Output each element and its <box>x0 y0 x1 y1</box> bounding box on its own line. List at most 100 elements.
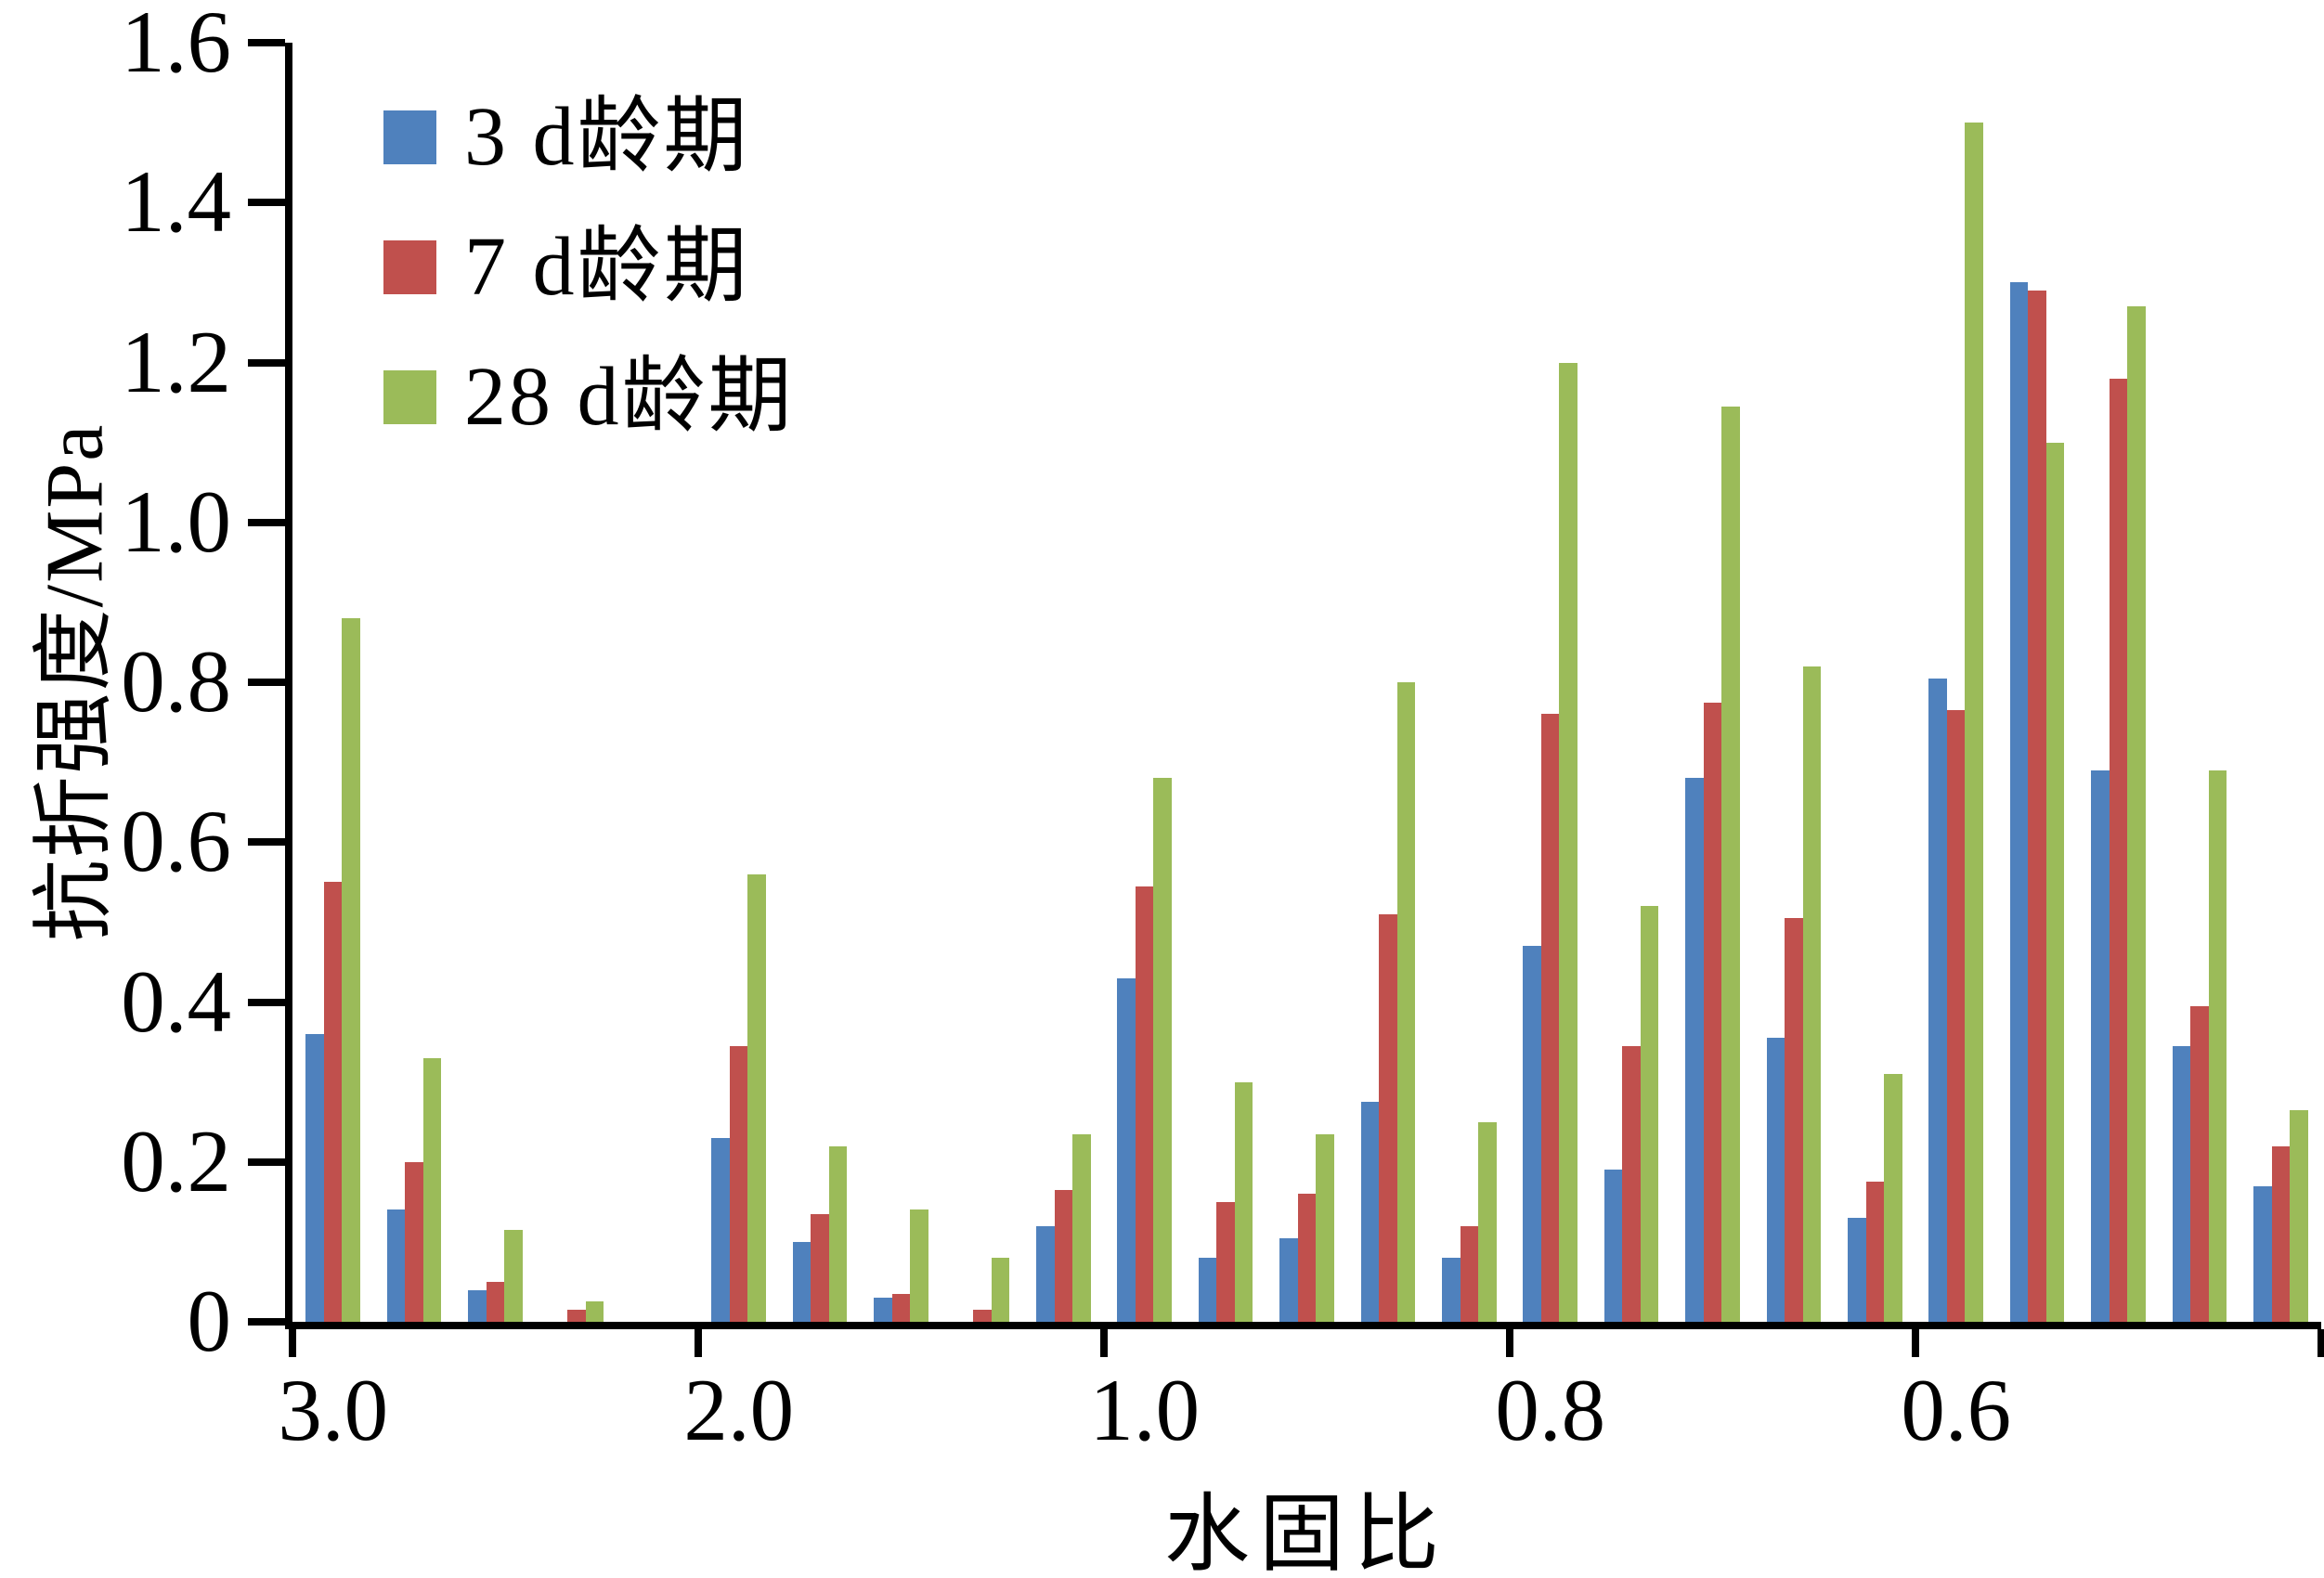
bar-28 d龄期-slot3 <box>504 1229 523 1322</box>
bar-7 d龄期-slot16 <box>1540 714 1560 1322</box>
bar-7 d龄期-slot12 <box>1216 1201 1235 1322</box>
bar-7 d龄期-slot7 <box>811 1213 829 1322</box>
bar-7 d龄期-slot8 <box>891 1293 911 1322</box>
y-tick <box>248 518 285 526</box>
legend-item: 28 d龄期 <box>383 332 795 462</box>
bar-3 d龄期-slot20 <box>1848 1218 1866 1322</box>
x-axis-line <box>285 1322 2321 1329</box>
y-axis-line <box>285 43 292 1329</box>
bar-28 d龄期-slot23 <box>2127 306 2146 1322</box>
y-tick <box>248 679 285 686</box>
bar-28 d龄期-slot13 <box>1316 1133 1334 1322</box>
x-tick-label: 3.0 <box>278 1361 389 1459</box>
bar-28 d龄期-slot25 <box>2290 1109 2308 1322</box>
bar-28 d龄期-slot20 <box>1884 1074 1902 1322</box>
bar-3 d龄期-slot12 <box>1198 1258 1217 1322</box>
y-tick-label: 0.2 <box>121 1111 231 1210</box>
legend-swatch-icon <box>383 240 436 294</box>
bar-7 d龄期-slot19 <box>1785 918 1803 1322</box>
bar-3 d龄期-slot2 <box>386 1209 406 1322</box>
bar-3 d龄期-slot14 <box>1360 1102 1380 1322</box>
bar-3 d龄期-slot22 <box>2009 282 2029 1322</box>
bar-28 d龄期-slot14 <box>1396 682 1416 1322</box>
x-tick-label: 0.6 <box>1901 1361 2012 1459</box>
bar-28 d龄期-slot22 <box>2045 442 2065 1322</box>
x-tick <box>1912 1329 1919 1357</box>
bar-28 d龄期-slot4 <box>585 1301 604 1322</box>
bar-28 d龄期-slot7 <box>828 1145 848 1322</box>
x-tick <box>289 1329 296 1357</box>
bar-28 d龄期-slot11 <box>1153 778 1172 1322</box>
y-tick-label: 1.2 <box>121 312 231 411</box>
bar-7 d龄期-slot22 <box>2028 290 2046 1322</box>
bar-7 d龄期-slot18 <box>1703 702 1722 1322</box>
bar-7 d龄期-slot11 <box>1135 886 1154 1322</box>
x-axis-title: 水固比 <box>1163 1487 1449 1578</box>
bar-28 d龄期-slot21 <box>1965 123 1983 1322</box>
legend-swatch-icon <box>383 110 436 164</box>
bar-3 d龄期-slot21 <box>1928 678 1947 1322</box>
bar-7 d龄期-slot23 <box>2109 378 2128 1322</box>
y-tick <box>248 838 285 847</box>
bar-28 d龄期-slot10 <box>1072 1133 1091 1322</box>
bar-7 d龄期-slot6 <box>729 1045 748 1322</box>
bar-7 d龄期-slot20 <box>1865 1182 1885 1322</box>
y-tick-label: 0.4 <box>121 951 231 1051</box>
y-axis-title: 抗折强度/MPa <box>30 422 121 942</box>
bar-7 d龄期-slot2 <box>405 1161 423 1322</box>
bar-28 d龄期-slot12 <box>1234 1081 1253 1322</box>
bar-7 d龄期-slot24 <box>2190 1005 2209 1322</box>
y-tick-label: 0.6 <box>121 792 231 891</box>
bar-3 d龄期-slot10 <box>1036 1225 1055 1322</box>
bar-28 d龄期-slot16 <box>1559 362 1577 1322</box>
x-tick-label: 0.8 <box>1495 1361 1606 1459</box>
bar-3 d龄期-slot25 <box>2253 1185 2272 1322</box>
bar-3 d龄期-slot1 <box>305 1033 324 1322</box>
bar-7 d龄期-slot10 <box>1054 1189 1073 1322</box>
bar-28 d龄期-slot15 <box>1478 1121 1497 1322</box>
bar-7 d龄期-slot3 <box>486 1281 505 1322</box>
bar-7 d龄期-slot4 <box>567 1310 586 1322</box>
legend-swatch-icon <box>383 370 436 424</box>
bar-3 d龄期-slot19 <box>1766 1038 1785 1322</box>
y-tick <box>248 998 285 1006</box>
bar-7 d龄期-slot17 <box>1622 1045 1641 1322</box>
y-tick <box>248 1158 285 1166</box>
bar-3 d龄期-slot17 <box>1603 1170 1623 1322</box>
bar-3 d龄期-slot16 <box>1523 946 1541 1322</box>
bar-3 d龄期-slot3 <box>468 1289 487 1322</box>
x-tick <box>2318 1329 2324 1357</box>
y-tick <box>248 39 285 46</box>
y-tick-label: 1.4 <box>121 152 231 252</box>
bar-7 d龄期-slot21 <box>1946 710 1966 1322</box>
bar-28 d龄期-slot24 <box>2208 770 2227 1322</box>
bar-28 d龄期-slot1 <box>342 618 360 1322</box>
y-tick <box>248 1318 285 1326</box>
bar-28 d龄期-slot8 <box>910 1209 928 1322</box>
x-tick-label: 2.0 <box>683 1361 795 1459</box>
bar-3 d龄期-slot23 <box>2091 770 2110 1322</box>
bar-28 d龄期-slot18 <box>1721 406 1740 1322</box>
bar-28 d龄期-slot17 <box>1640 906 1659 1322</box>
legend-label: 7 d龄期 <box>464 221 750 313</box>
bar-3 d龄期-slot6 <box>711 1137 730 1322</box>
bar-7 d龄期-slot1 <box>323 882 343 1322</box>
y-tick-label: 0 <box>187 1272 232 1370</box>
x-tick <box>1100 1329 1108 1357</box>
bar-28 d龄期-slot6 <box>747 873 766 1322</box>
bar-3 d龄期-slot13 <box>1279 1237 1298 1322</box>
bar-28 d龄期-slot2 <box>422 1057 442 1322</box>
bar-28 d龄期-slot19 <box>1802 666 1822 1322</box>
bar-7 d龄期-slot15 <box>1460 1225 1479 1322</box>
bar-7 d龄期-slot25 <box>2271 1145 2291 1322</box>
bar-7 d龄期-slot9 <box>973 1310 992 1322</box>
legend-item: 3 d龄期 <box>383 72 795 202</box>
bar-3 d龄期-slot24 <box>2172 1045 2191 1322</box>
legend: 3 d龄期 7 d龄期 28 d龄期 <box>383 72 795 462</box>
bar-3 d龄期-slot18 <box>1685 778 1704 1322</box>
x-tick-label: 1.0 <box>1089 1361 1201 1459</box>
x-tick <box>1506 1329 1513 1357</box>
bar-3 d龄期-slot11 <box>1117 977 1136 1322</box>
